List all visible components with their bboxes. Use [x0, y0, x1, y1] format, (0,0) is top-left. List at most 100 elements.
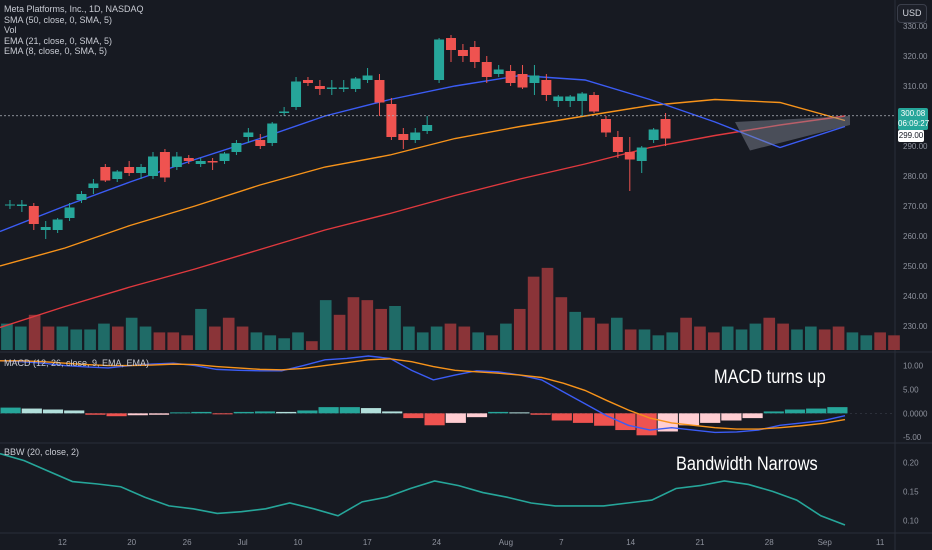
volume-bar [472, 332, 485, 350]
macd-histogram-bar [763, 411, 784, 414]
candle-body [267, 123, 278, 143]
price-tick-label: 290.00 [903, 142, 928, 151]
macd-legend[interactable]: MACD (12, 26, close, 9, EMA, EMA) [4, 358, 150, 368]
candle-body [362, 75, 373, 80]
macd-histogram-bar [678, 413, 700, 426]
candle-body [255, 140, 266, 146]
macd-histogram-bar [572, 413, 594, 423]
symbol-title: Meta Platforms, Inc., 1D, NASDAQ [4, 4, 144, 14]
price-tick-label: 270.00 [903, 202, 928, 211]
volume-bar [860, 335, 873, 350]
candle-body [398, 134, 409, 140]
volume-bar [832, 326, 845, 350]
price-tick-label: 280.00 [903, 172, 928, 181]
bbw-legend[interactable]: BBW (20, close, 2) [4, 447, 80, 457]
macd-histogram-bar [170, 412, 191, 414]
ema8-line [0, 74, 846, 233]
volume-bar [749, 323, 762, 350]
macd-annotation: MACD turns up [714, 367, 826, 388]
volume-bar [375, 308, 387, 350]
date-tick-label: 24 [432, 538, 441, 547]
volume-bar [707, 332, 720, 350]
volume-bar [236, 326, 249, 350]
candle-body [16, 204, 27, 206]
volume-bar [70, 329, 83, 350]
volume-bar [195, 308, 207, 350]
volume-bar [42, 326, 55, 350]
candle-body [612, 137, 623, 152]
volume-bar [389, 306, 401, 350]
macd-histogram-bar [276, 411, 297, 414]
candle-body [648, 129, 659, 140]
date-tick-label: 21 [696, 538, 705, 547]
candle-body [326, 87, 337, 89]
candle-body [136, 167, 147, 173]
macd-histogram-bar [339, 407, 360, 414]
ema21-line [0, 98, 846, 267]
date-tick-label: 10 [294, 538, 303, 547]
candle-body [88, 183, 99, 188]
main-legend: Meta Platforms, Inc., 1D, NASDAQ SMA (50… [4, 4, 144, 57]
volume-bar [500, 323, 512, 350]
candle-body [64, 207, 75, 218]
currency-button[interactable]: USD [897, 4, 927, 23]
indicator-ema21[interactable]: EMA (21, close, 0, SMA, 5) [4, 35, 113, 46]
price-tick-label: 230.00 [903, 322, 928, 331]
volume-bar [680, 317, 692, 350]
volume-bar [306, 341, 318, 350]
indicator-ema8[interactable]: EMA (8, close, 0, SMA, 5) [4, 46, 108, 56]
candle-body [577, 93, 588, 101]
bbw-tick-label: 0.15 [903, 487, 919, 496]
volume-bar [403, 326, 415, 350]
date-tick-label: 26 [183, 538, 192, 547]
candle-body [124, 167, 135, 173]
price-tick-label: 310.00 [903, 82, 928, 91]
volume-bar [430, 326, 443, 350]
macd-histogram-bar [382, 411, 403, 414]
indicator-sma50[interactable]: SMA (50, close, 0, SMA, 5) [4, 14, 113, 25]
volume-bar [56, 326, 69, 350]
macd-histogram-bar [615, 413, 636, 431]
candle-body [159, 152, 170, 178]
volume-bar [139, 326, 152, 350]
macd-histogram-bar [42, 409, 64, 414]
macd-histogram-bar [403, 413, 424, 419]
volume-bar [777, 323, 789, 350]
bbw-line [0, 452, 846, 526]
candle-body [386, 104, 397, 137]
volume-bar [264, 335, 277, 350]
candle-body [565, 96, 576, 101]
candle-body [171, 156, 182, 167]
volume-bar [846, 332, 859, 350]
volume-bar [444, 323, 457, 350]
date-tick-label: Jul [237, 538, 247, 547]
price-tick-label: 260.00 [903, 232, 928, 241]
candle-body [493, 69, 504, 74]
indicator-vol[interactable]: Vol [4, 25, 17, 35]
candle-body [517, 74, 528, 88]
macd-histogram-bar [594, 413, 615, 426]
macd-tick-label: -5.00 [903, 433, 922, 442]
candle-body [219, 153, 230, 161]
volume-bar [250, 332, 263, 350]
candle-body [40, 227, 51, 230]
candle-body [302, 80, 313, 83]
volume-bar [458, 326, 471, 350]
volume-bar [111, 326, 124, 350]
candle-body [481, 62, 492, 77]
macd-histogram-bar [742, 413, 763, 419]
volume-bar [555, 297, 568, 350]
volume-bar [735, 329, 748, 350]
candle-body [434, 39, 445, 80]
macd-tick-label: 5.00 [903, 385, 919, 394]
volume-bar [1, 323, 13, 350]
level-price-tag: 299.00 [898, 130, 924, 142]
candle-body [553, 96, 564, 101]
candle-body [529, 75, 540, 83]
macd-histogram-bar [85, 413, 106, 415]
macd-histogram-bar [721, 413, 742, 421]
macd-histogram-bar [466, 413, 488, 418]
candle-body [279, 111, 290, 113]
